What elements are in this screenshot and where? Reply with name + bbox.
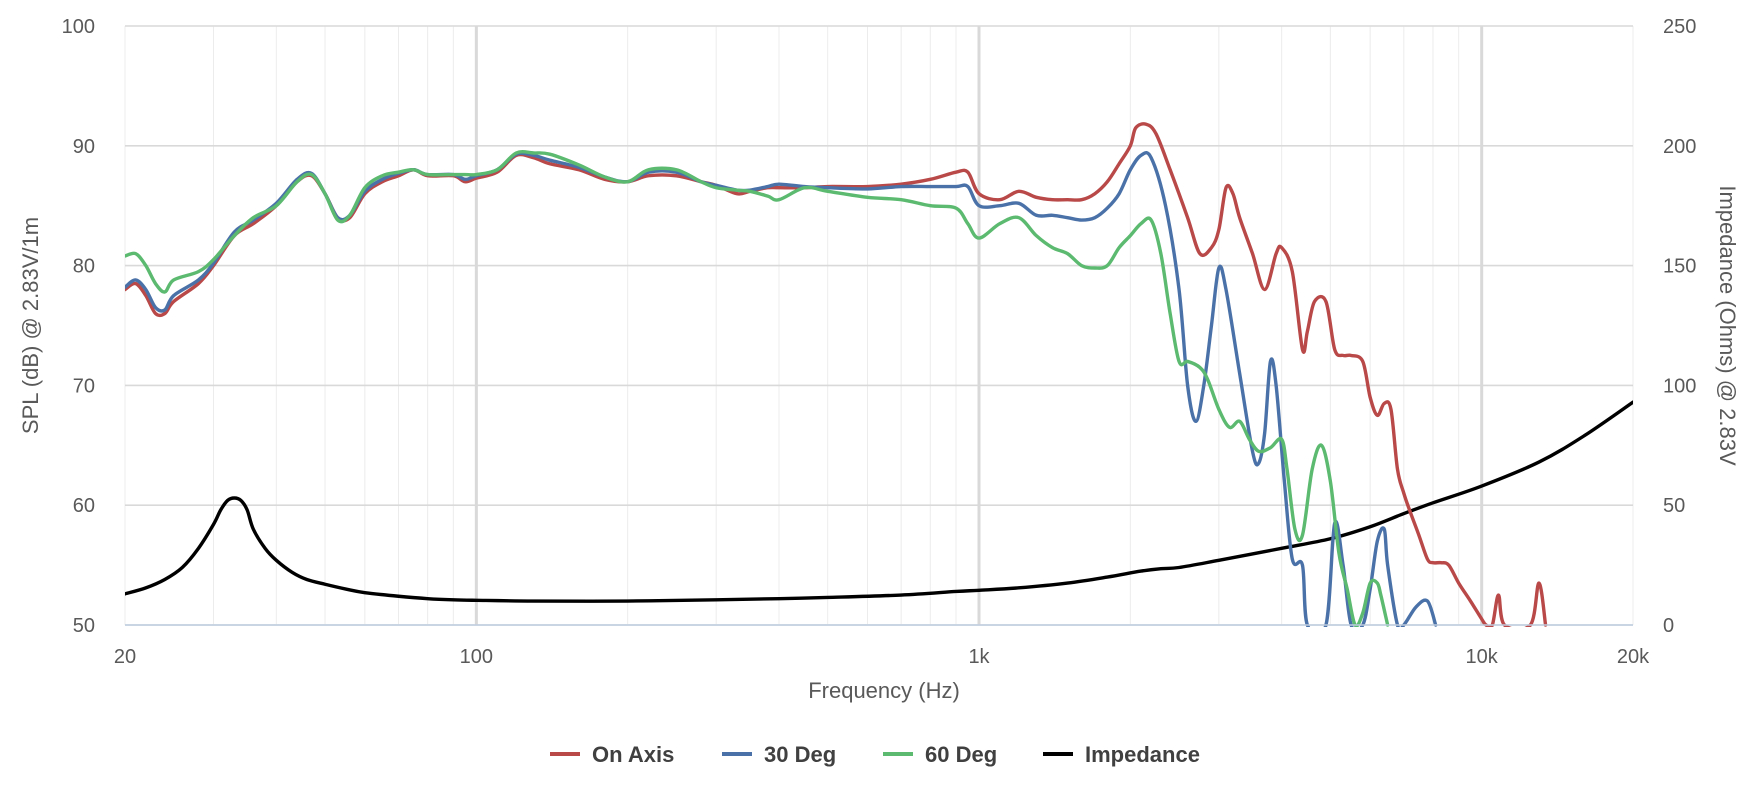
series-line-60-deg [125, 150, 1390, 627]
y-tick-label: 80 [73, 256, 95, 278]
legend-item-60-deg: 60 Deg [883, 742, 997, 767]
y2-tick-label: 0 [1663, 615, 1674, 637]
series-layer [125, 122, 1633, 627]
y-tick-label: 50 [73, 615, 95, 637]
y-tick-label: 60 [73, 495, 95, 517]
legend-item-30-deg: 30 Deg [722, 742, 836, 767]
legend-item-impedance: Impedance [1043, 742, 1200, 767]
legend-label: Impedance [1085, 742, 1200, 767]
legend-label: 60 Deg [925, 742, 997, 767]
y-tick-label: 90 [73, 136, 95, 158]
x-tick-label: 20k [1617, 646, 1650, 668]
x-tick-label: 10k [1466, 646, 1499, 668]
y2-axis-title: Impedance (Ohms) @ 2.83V [1715, 185, 1740, 466]
y2-tick-label: 150 [1663, 256, 1696, 278]
legend: On Axis 30 Deg 60 Deg Impedance [550, 742, 1200, 767]
y2-tick-label: 250 [1663, 16, 1696, 38]
y2-tick-label: 50 [1663, 495, 1685, 517]
grid [124, 25, 1634, 626]
series-line-on-axis [125, 122, 1548, 627]
x-tick-label: 20 [114, 646, 136, 668]
x-tick-label: 1k [968, 646, 990, 668]
y2-tick-label: 100 [1663, 375, 1696, 397]
y2-tick-label: 200 [1663, 136, 1696, 158]
y-tick-label: 100 [62, 16, 95, 38]
series-line-30-deg [125, 150, 1438, 627]
axes: 50 60 70 80 90 100 0 50 100 150 200 250 20 100 1k 10k 20… [18, 16, 1740, 703]
legend-item-on-axis: On Axis [550, 742, 674, 767]
y-tick-label: 70 [73, 375, 95, 397]
y-axis-title: SPL (dB) @ 2.83V/1m [18, 217, 43, 434]
x-tick-label: 100 [460, 646, 493, 668]
legend-label: 30 Deg [764, 742, 836, 767]
x-axis-title: Frequency (Hz) [808, 678, 960, 703]
legend-label: On Axis [592, 742, 674, 767]
